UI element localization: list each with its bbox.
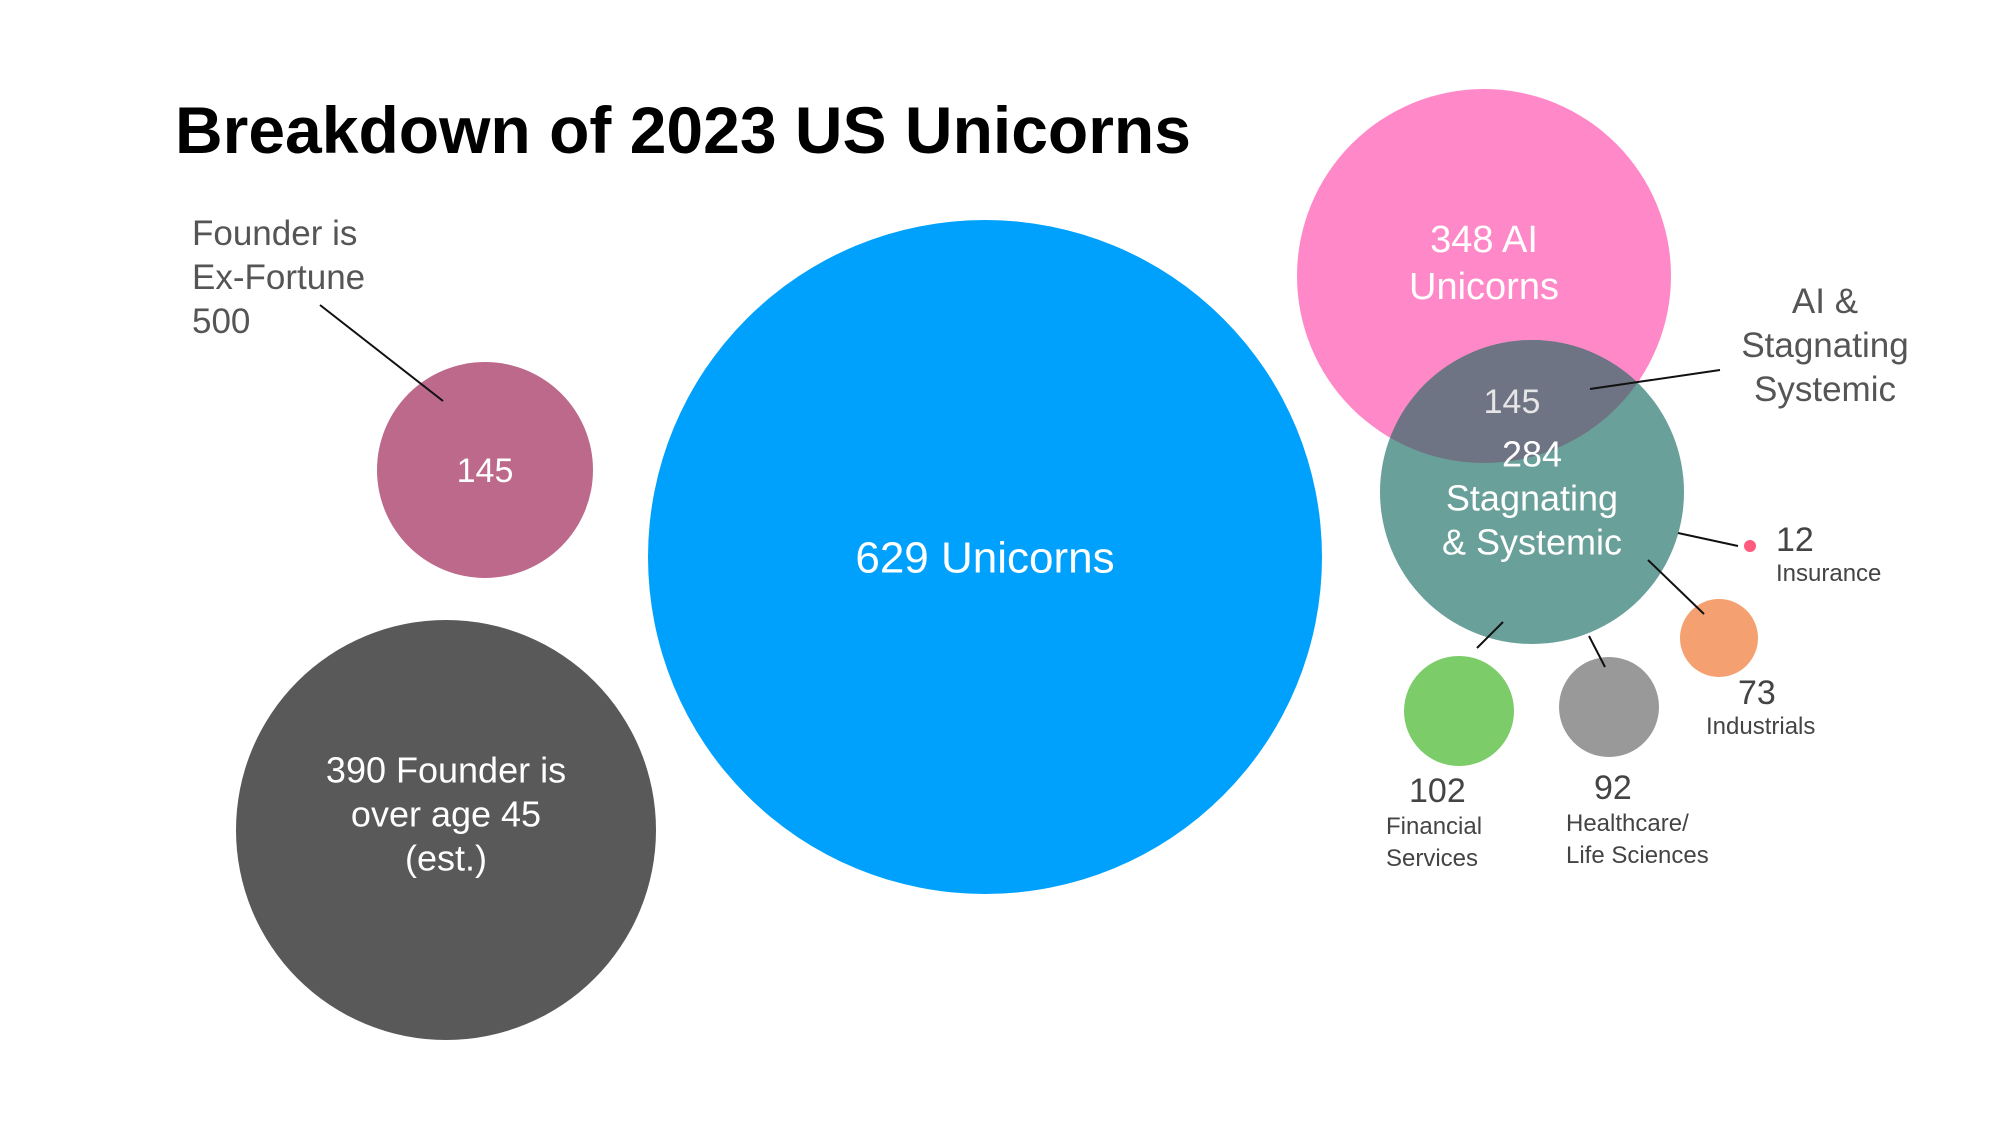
bubble-label-stagnating: & Systemic (1442, 522, 1622, 563)
leader-line-healthcare-callout (1588, 635, 1606, 668)
chart-title: Breakdown of 2023 US Unicorns (175, 93, 1191, 167)
bubble-insurance (1744, 540, 1756, 552)
callout-text-insurance-callout: Insurance (1776, 560, 1881, 587)
bubble-ex-fortune (377, 362, 593, 578)
callout-text-industrials-callout: Industrials (1706, 713, 1815, 740)
leader-line-financial-callout (1476, 621, 1504, 649)
callout-text-ex-fortune-callout: Founder is (192, 214, 357, 253)
callout-value-healthcare-callout: 92 (1594, 769, 1632, 807)
bubble-label-stagnating: 284 (1502, 434, 1562, 475)
bubble-over-45 (236, 620, 656, 1040)
bubble-label-ex-fortune: 145 (457, 452, 514, 490)
callout-value-financial-callout: 102 (1409, 772, 1466, 810)
callout-value-insurance-callout: 12 (1776, 521, 1814, 559)
leader-line-layer (319, 304, 1739, 668)
bubble-layer (236, 89, 1758, 1040)
bubble-healthcare (1559, 657, 1659, 757)
bubble-total (648, 220, 1322, 894)
bubble-label-stagnating: Stagnating (1446, 478, 1618, 519)
callout-text-ex-fortune-callout: Ex-Fortune (192, 258, 365, 297)
bubble-label-over-45: over age 45 (351, 794, 541, 835)
bubble-label-over-45: (est.) (405, 838, 487, 879)
bubble-label-ai: 348 AI (1430, 219, 1538, 261)
bubble-label-ai-stagnating-overlap: 145 (1484, 383, 1541, 421)
callout-text-financial-callout: Financial (1386, 813, 1482, 840)
leader-line-insurance-callout (1677, 532, 1739, 547)
callout-text-healthcare-callout: Healthcare/ (1566, 810, 1689, 837)
leader-line-overlap-callout (1589, 369, 1721, 390)
bubble-financial (1404, 656, 1514, 766)
callout-text-healthcare-callout: Life Sciences (1566, 842, 1709, 869)
bubble-label-ai: Unicorns (1409, 266, 1559, 308)
bubble-industrials (1680, 599, 1758, 677)
bubble-label-total: 629 Unicorns (855, 533, 1114, 582)
leader-line-industrials-callout (1647, 559, 1705, 615)
callout-text-overlap-callout: Systemic (1754, 370, 1896, 409)
callout-text-overlap-callout: Stagnating (1741, 326, 1908, 365)
leader-line-ex-fortune-callout (319, 304, 444, 402)
bubble-label-over-45: 390 Founder is (326, 750, 566, 791)
callout-text-overlap-callout: AI & (1792, 282, 1858, 321)
callout-value-industrials-callout: 73 (1738, 674, 1776, 712)
callout-text-financial-callout: Services (1386, 845, 1478, 872)
callout-text-ex-fortune-callout: 500 (192, 302, 250, 341)
